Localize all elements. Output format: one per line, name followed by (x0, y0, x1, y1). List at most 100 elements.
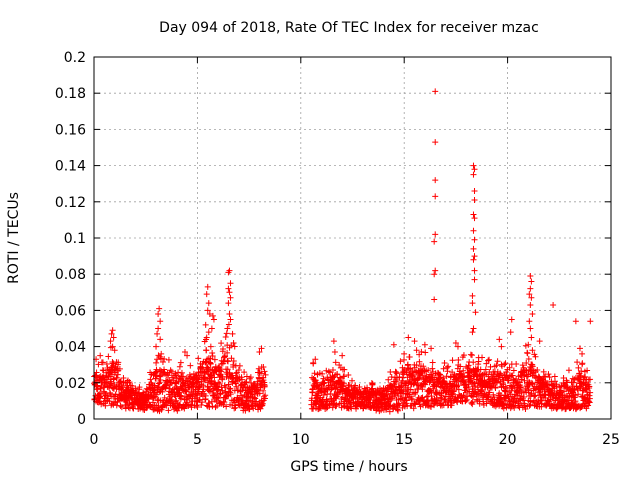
data-point (202, 392, 209, 399)
data-point (152, 375, 159, 382)
data-point (486, 356, 493, 363)
data-point (204, 283, 211, 290)
data-point (225, 381, 232, 388)
data-point (219, 387, 226, 394)
data-point (261, 382, 268, 389)
data-point (115, 359, 122, 366)
data-point (338, 404, 345, 411)
data-point (505, 377, 512, 384)
data-point (540, 368, 547, 375)
data-point (210, 392, 217, 399)
data-point (201, 369, 208, 376)
data-point (175, 378, 182, 385)
data-point (369, 381, 376, 388)
data-point (532, 353, 539, 360)
data-point (572, 398, 579, 405)
data-point (203, 347, 210, 354)
data-point (178, 369, 185, 376)
data-point (173, 397, 180, 404)
data-point (330, 338, 337, 345)
data-point (308, 395, 315, 402)
data-point (444, 368, 451, 375)
data-point (203, 334, 210, 341)
data-point (432, 177, 439, 184)
data-point (227, 386, 234, 393)
data-point (406, 353, 413, 360)
data-point (480, 398, 487, 405)
data-point (203, 291, 210, 298)
data-point (526, 318, 533, 325)
y-tick-label: 0.18 (55, 86, 86, 102)
data-point (470, 211, 477, 218)
data-point (395, 407, 402, 414)
data-point (454, 343, 461, 350)
data-point (574, 359, 581, 366)
data-point (352, 382, 359, 389)
data-point (157, 318, 164, 325)
data-point (468, 399, 475, 406)
data-point (207, 343, 214, 350)
data-point (110, 334, 117, 341)
y-tick-label: 0.08 (55, 267, 86, 283)
data-point (579, 360, 586, 367)
data-point (207, 372, 214, 379)
data-point (225, 269, 232, 276)
data-point (435, 397, 442, 404)
data-point (446, 380, 453, 387)
data-point (509, 372, 516, 379)
data-point (95, 361, 102, 368)
data-point (159, 359, 166, 366)
data-point (550, 301, 557, 308)
data-point (467, 351, 474, 358)
data-point (209, 349, 216, 356)
data-point (136, 384, 143, 391)
data-point (199, 399, 206, 406)
data-point (428, 345, 435, 352)
data-point (385, 376, 392, 383)
data-point (436, 371, 443, 378)
data-point (529, 311, 536, 318)
data-point (226, 311, 233, 318)
data-point (229, 330, 236, 337)
data-point (471, 215, 478, 222)
data-point (382, 392, 389, 399)
data-point (165, 356, 172, 363)
data-point (236, 362, 243, 369)
data-point (471, 196, 478, 203)
data-point (451, 387, 458, 394)
data-point (501, 361, 508, 368)
data-point (416, 401, 423, 408)
data-point (469, 399, 476, 406)
data-point (120, 375, 127, 382)
data-point (227, 316, 234, 323)
data-point (498, 343, 505, 350)
data-point (222, 353, 229, 360)
data-point (226, 289, 233, 296)
data-point (206, 311, 213, 318)
data-point (176, 363, 183, 370)
data-point (440, 374, 447, 381)
data-point (341, 373, 348, 380)
y-tick-label: 0.2 (64, 50, 86, 66)
data-point (460, 367, 467, 374)
data-point (108, 371, 115, 378)
data-point (231, 405, 238, 412)
data-point (485, 357, 492, 364)
data-point (431, 296, 438, 303)
data-point (258, 370, 265, 377)
data-point (227, 280, 234, 287)
data-point (168, 396, 175, 403)
data-point (175, 405, 182, 412)
data-point (527, 325, 534, 332)
data-point (421, 368, 428, 375)
data-point (102, 402, 109, 409)
data-point (469, 300, 476, 307)
data-point (153, 359, 160, 366)
data-points (91, 88, 594, 415)
data-point (178, 392, 185, 399)
data-point (147, 376, 154, 383)
data-point (528, 294, 535, 301)
data-point (539, 382, 546, 389)
data-point (184, 352, 191, 359)
chart-title: Day 094 of 2018, Rate Of TEC Index for r… (159, 20, 539, 36)
